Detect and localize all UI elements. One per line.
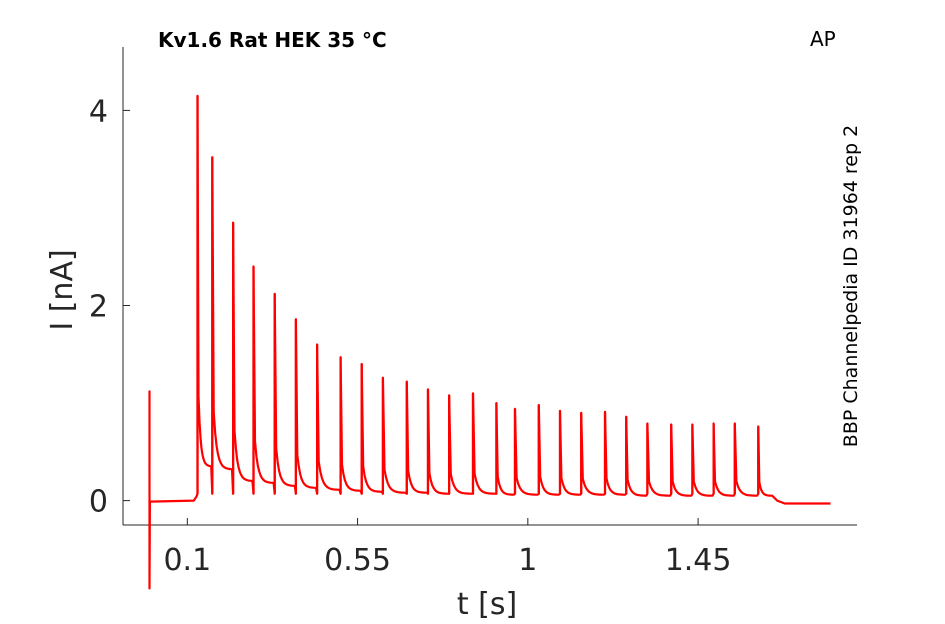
ticks: 0.1 0.55 1 1.45 0 2 4	[89, 94, 732, 578]
x-axis-label: t [s]	[457, 587, 517, 622]
current-trace-line	[148, 94, 831, 590]
source-label: BBP Channelpedia ID 31964 rep 2	[840, 125, 862, 447]
x-tick-label: 1	[518, 543, 537, 578]
y-tick-label: 4	[89, 94, 108, 129]
corner-label: AP	[810, 27, 836, 51]
y-tick-label: 2	[89, 290, 108, 325]
trace-layer	[148, 94, 831, 590]
x-tick-label: 1.45	[665, 543, 732, 578]
chart-title: Kv1.6 Rat HEK 35 °C	[158, 28, 387, 52]
y-axis-label: I [nA]	[45, 249, 80, 330]
x-tick-label: 0.1	[163, 543, 211, 578]
axes	[122, 47, 857, 526]
x-tick-label: 0.55	[324, 543, 391, 578]
y-tick-label: 0	[89, 485, 108, 520]
